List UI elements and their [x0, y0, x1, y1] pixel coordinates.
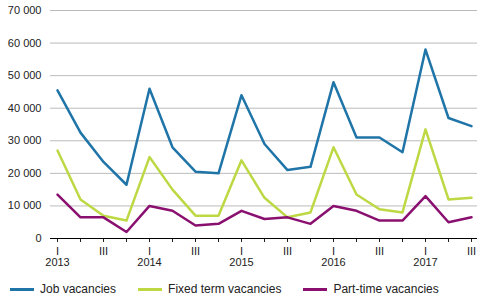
svg-text:III: III: [191, 245, 200, 257]
svg-text:0: 0: [35, 232, 41, 244]
svg-text:III: III: [99, 245, 108, 257]
svg-text:60 000: 60 000: [8, 37, 42, 49]
svg-text:III: III: [283, 245, 292, 257]
svg-text:70 000: 70 000: [8, 4, 42, 16]
svg-text:50 000: 50 000: [8, 69, 42, 81]
svg-text:III: III: [467, 245, 476, 257]
html-text:Fixed term vacancies: Fixed term vacancies: [168, 282, 282, 296]
svg-text:I2017: I2017: [413, 245, 437, 268]
svg-text:10 000: 10 000: [8, 199, 42, 211]
svg-text:I2015: I2015: [229, 245, 253, 268]
svg-text:III: III: [375, 245, 384, 257]
html-text:Job vacancies: Job vacancies: [40, 282, 116, 296]
svg-text:I2016: I2016: [321, 245, 345, 268]
svg-text:I2013: I2013: [45, 245, 69, 268]
svg-text:30 000: 30 000: [8, 134, 42, 146]
svg-text:40 000: 40 000: [8, 102, 42, 114]
svg-text:20 000: 20 000: [8, 167, 42, 179]
svg-text:I2014: I2014: [137, 245, 161, 268]
html-text:Part-time vacancies: Part-time vacancies: [333, 282, 439, 296]
